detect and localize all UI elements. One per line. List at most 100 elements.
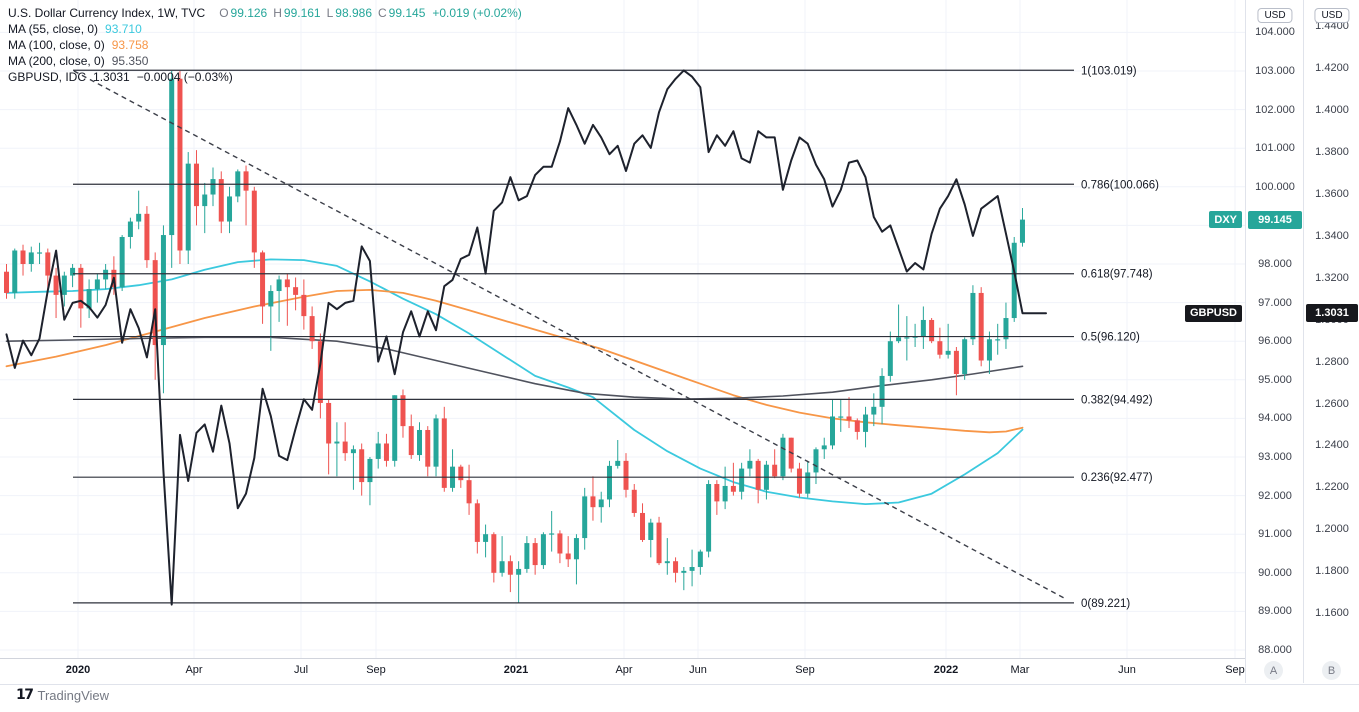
legend-ma200-row[interactable]: MA (200, close, 0) 95.350 bbox=[8, 53, 522, 69]
candle-body bbox=[532, 543, 538, 566]
gbpusd-line[interactable] bbox=[5, 69, 1047, 606]
candle-body bbox=[953, 350, 959, 375]
trendline-drawing[interactable] bbox=[73, 70, 1067, 600]
gbpusd-axis-label: 1.3200 bbox=[1315, 271, 1349, 284]
candle-body bbox=[86, 289, 92, 309]
candle-body bbox=[466, 480, 472, 504]
currency-badge-dxy[interactable]: USD bbox=[1257, 8, 1293, 23]
candle-body bbox=[640, 512, 646, 540]
gbpusd-axis-label: 1.2400 bbox=[1315, 439, 1349, 452]
candle-body bbox=[681, 570, 687, 573]
gbpusd-price-flag: GBPUSD bbox=[1184, 304, 1242, 322]
currency-badge-gbpusd[interactable]: USD bbox=[1314, 8, 1350, 23]
candle-body bbox=[260, 252, 266, 307]
candle-body bbox=[367, 458, 373, 483]
candle-body bbox=[127, 221, 133, 237]
candle-body bbox=[986, 339, 992, 361]
fib-level-label: 1(103.019) bbox=[1081, 65, 1137, 77]
candle-body bbox=[152, 260, 158, 346]
legend-ma55-row[interactable]: MA (55, close, 0) 93.710 bbox=[8, 21, 522, 37]
candle-body bbox=[326, 402, 332, 444]
time-axis[interactable]: 2020 Apr Jul Sep 2021 Apr Jun Sep 2022 Mar Jun Sep bbox=[0, 658, 1359, 685]
ma100-value: 93.758 bbox=[111, 38, 149, 52]
candle-body bbox=[863, 414, 869, 432]
candle-body bbox=[4, 271, 9, 293]
candle-body bbox=[780, 437, 786, 477]
close-label: C bbox=[378, 6, 387, 20]
dxy-axis-label: 97.000 bbox=[1258, 296, 1292, 309]
gbpusd-flag-text: GBPUSD bbox=[1189, 307, 1237, 320]
gbpusd-axis-label: 1.2200 bbox=[1315, 481, 1349, 494]
gbpusd-axis-label: 1.2600 bbox=[1315, 397, 1349, 410]
time-tick-label: Sep bbox=[795, 664, 815, 676]
candle-body bbox=[664, 561, 670, 564]
candle-body bbox=[524, 543, 530, 569]
ma100-label: MA (100, close, 0) bbox=[8, 38, 105, 52]
candle-body bbox=[962, 339, 968, 375]
pane-b-button[interactable]: B bbox=[1322, 661, 1341, 680]
candle-body bbox=[739, 468, 745, 492]
legend-gbpusd-row[interactable]: GBPUSD, IDC 1.3031 −0.0004 (−0.03%) bbox=[8, 69, 522, 85]
symbol-title: U.S. Dollar Currency Index, 1W, TVC bbox=[8, 6, 206, 20]
dxy-axis-label: 98.000 bbox=[1258, 258, 1292, 270]
candle-body bbox=[441, 418, 447, 488]
time-tick-label: Jul bbox=[293, 664, 309, 676]
candle-body bbox=[540, 534, 546, 566]
dxy-last-price-badge: 99.145 bbox=[1248, 210, 1302, 229]
candle-body bbox=[136, 213, 142, 222]
price-axis-gbpusd[interactable]: USD 1.4400 1.4200 1.4000 1.3800 1.3600 1.3400… bbox=[1303, 0, 1359, 683]
fib-level-label: 0.382(94.492) bbox=[1081, 394, 1153, 406]
candle-body bbox=[673, 561, 679, 573]
ma-line-ma100[interactable] bbox=[5, 288, 1024, 434]
gbpusd-axis-label: 1.2800 bbox=[1315, 355, 1349, 368]
candle-body bbox=[697, 551, 703, 568]
time-tick-label: Sep bbox=[366, 664, 386, 676]
fib-level-label: 0.618(97.748) bbox=[1081, 269, 1153, 281]
price-axis-dxy[interactable]: USD 104.000 103.000 102.000 101.000 100.000 9… bbox=[1245, 0, 1304, 683]
gbpusd-axis-label: 1.3600 bbox=[1315, 188, 1349, 200]
gbpusd-axis-label: 1.3800 bbox=[1315, 146, 1349, 159]
candle-body bbox=[648, 522, 654, 540]
candle-body bbox=[458, 466, 464, 481]
candle-body bbox=[45, 252, 51, 276]
time-tick-label: Jun bbox=[689, 664, 707, 676]
candle-body bbox=[78, 267, 84, 309]
dxy-price-flag: DXY bbox=[1209, 211, 1242, 229]
dxy-last-price-text: 99.145 bbox=[1258, 213, 1292, 226]
candle-body bbox=[268, 291, 274, 307]
candle-body bbox=[565, 553, 571, 560]
pane-a-button[interactable]: A bbox=[1264, 661, 1283, 680]
dxy-axis-label: 96.000 bbox=[1258, 335, 1292, 348]
dxy-axis-label: 93.000 bbox=[1258, 451, 1292, 463]
candle-body bbox=[375, 443, 381, 459]
candle-body bbox=[383, 443, 389, 461]
ma-line-ma200[interactable] bbox=[5, 336, 1024, 400]
gbpusd-label: GBPUSD, IDC bbox=[8, 70, 87, 84]
time-tick-label: Mar bbox=[1010, 664, 1030, 676]
candle-body bbox=[309, 316, 315, 342]
candle-body bbox=[995, 339, 1001, 341]
fib-level-label: 0.236(92.477) bbox=[1081, 472, 1153, 484]
gbpusd-axis-label: 1.2000 bbox=[1315, 523, 1349, 536]
ma-line-ma55[interactable] bbox=[5, 258, 1024, 506]
tradingview-brand-text: TradingView bbox=[37, 687, 110, 703]
candle-body bbox=[317, 341, 323, 403]
candle-body bbox=[904, 337, 910, 339]
low-value: 98.986 bbox=[335, 6, 372, 20]
dxy-flag-text: DXY bbox=[1214, 213, 1237, 226]
candle-body bbox=[433, 418, 439, 467]
chart-canvas[interactable]: 1(103.019) 0.786(100.066) 0.618(97.748) 0.5… bbox=[0, 0, 1245, 658]
candle-body bbox=[61, 275, 67, 295]
candle-body bbox=[301, 294, 307, 317]
candle-body bbox=[871, 406, 877, 415]
candle-body bbox=[392, 395, 398, 461]
legend-ma100-row[interactable]: MA (100, close, 0) 93.758 bbox=[8, 37, 522, 53]
candle-body bbox=[408, 426, 414, 456]
candle-body bbox=[796, 468, 802, 494]
candle-body bbox=[755, 460, 761, 490]
candle-body bbox=[813, 449, 819, 473]
candle-body bbox=[1011, 242, 1017, 319]
candle-body bbox=[20, 250, 26, 264]
tradingview-attribution[interactable]: 17 TradingView bbox=[16, 687, 109, 703]
legend-main-row[interactable]: U.S. Dollar Currency Index, 1W, TVC O 99… bbox=[8, 5, 522, 21]
